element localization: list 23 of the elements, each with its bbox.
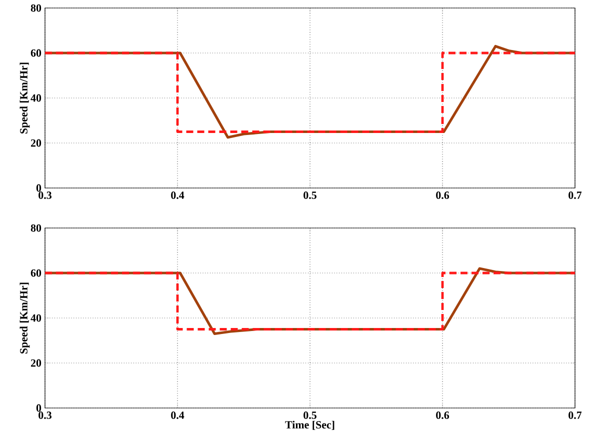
x-tick-label: 0.6 <box>436 192 450 199</box>
y-axis-title: Speed [Km/Hr] <box>20 282 30 354</box>
y-tick-label: 20 <box>30 139 42 147</box>
x-tick-label: 0.5 <box>304 192 316 199</box>
y-tick-label: 40 <box>30 314 42 322</box>
y-tick-label: 20 <box>30 359 42 367</box>
y-tick-label: 40 <box>30 94 42 102</box>
y-axis-title: Speed [Km/Hr] <box>20 62 30 134</box>
x-tick-label: 0.4 <box>171 412 184 419</box>
x-tick-label: 0.6 <box>436 412 450 419</box>
y-tick-label: 80 <box>30 224 42 232</box>
x-tick-label: 0.7 <box>568 412 582 419</box>
x-tick-label: 0.4 <box>171 192 184 199</box>
y-tick-label: 80 <box>30 4 42 12</box>
x-tick-label: 0.5 <box>304 412 316 419</box>
x-tick-label: 0.3 <box>38 412 52 419</box>
y-tick-label: 0 <box>36 184 42 192</box>
x-axis-title: Time [Sec] <box>285 420 334 430</box>
y-tick-label: 0 <box>36 404 42 412</box>
y-tick-label: 60 <box>30 49 42 57</box>
x-tick-label: 0.3 <box>38 192 52 199</box>
y-tick-label: 60 <box>30 269 42 277</box>
x-tick-label: 0.7 <box>568 192 582 199</box>
